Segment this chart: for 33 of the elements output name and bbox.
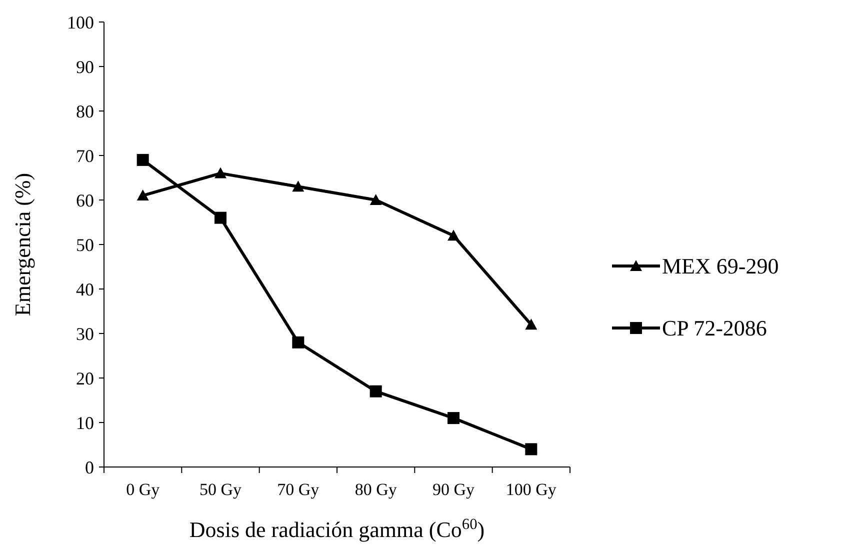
x-tick-label: 80 Gy xyxy=(354,480,398,499)
legend-label: CP 72-2086 xyxy=(662,316,767,341)
point xyxy=(136,190,149,201)
y-tick-label: 0 xyxy=(85,457,94,478)
y-axis-title: Emergencia (%) xyxy=(10,172,35,316)
y-tick-label: 90 xyxy=(76,56,94,77)
point xyxy=(370,385,382,398)
point xyxy=(214,167,226,178)
point xyxy=(525,318,538,330)
y-tick-label: 30 xyxy=(76,324,94,344)
point xyxy=(370,194,382,205)
y-tick-label: 10 xyxy=(76,412,94,433)
x-tick-label: 90 Gy xyxy=(432,480,476,499)
point xyxy=(525,443,538,456)
legend-label: MEX 69-290 xyxy=(662,254,779,279)
y-tick-label: 80 xyxy=(76,101,94,122)
x-tick-label: 100 Gy xyxy=(506,480,557,499)
point xyxy=(292,180,304,192)
x-tick-label: 50 Gy xyxy=(199,480,242,499)
x-tick-label: 70 Gy xyxy=(277,480,320,499)
point xyxy=(448,412,460,424)
x-tick-label: 0 Gy xyxy=(126,480,160,499)
y-tick-label: 20 xyxy=(76,368,94,388)
y-tick-label: 70 xyxy=(76,146,94,166)
y-tick-label: 60 xyxy=(76,190,94,210)
y-tick-label: 100 xyxy=(67,12,94,32)
point xyxy=(136,154,149,166)
point xyxy=(292,336,304,348)
x-axis-title: Dosis de radiación gamma (Co$^{60}$) xyxy=(189,516,485,542)
point xyxy=(214,212,226,224)
point xyxy=(448,230,460,241)
y-tick-label: 40 xyxy=(76,279,94,300)
y-tick-label: 50 xyxy=(76,234,94,255)
